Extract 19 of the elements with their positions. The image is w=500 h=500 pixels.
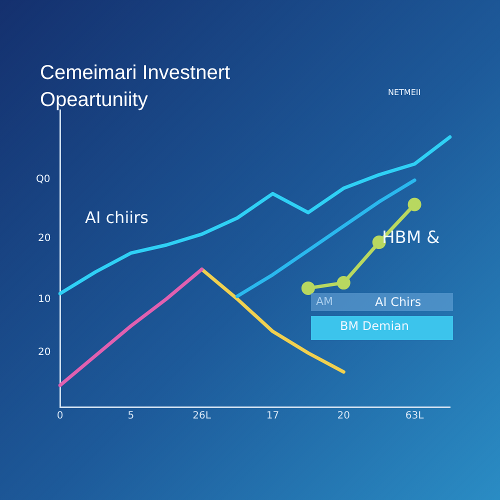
point	[408, 198, 422, 212]
text: 20	[38, 347, 51, 358]
text: 10	[38, 294, 51, 305]
x-tick-label: 5	[128, 410, 134, 422]
text: 20	[38, 233, 51, 244]
point	[336, 276, 350, 290]
x-tick-label: 17	[266, 410, 280, 422]
annotation: AI Chirs	[375, 295, 422, 309]
x-tick-label: 26L	[192, 410, 212, 422]
text: Q0	[36, 174, 50, 185]
chart-title: Cemeimari Investnert Opeartuniity	[40, 61, 232, 113]
x-tick-label: 20	[337, 410, 350, 422]
annotation: BM Demian	[340, 319, 410, 333]
text: NETMEII	[388, 88, 421, 97]
annotation: AM	[316, 295, 334, 308]
x-tick-label: 63L	[405, 410, 424, 422]
x-tick-label: 0	[56, 410, 64, 422]
point	[301, 281, 315, 295]
annotation: AI chiirs	[85, 208, 148, 227]
